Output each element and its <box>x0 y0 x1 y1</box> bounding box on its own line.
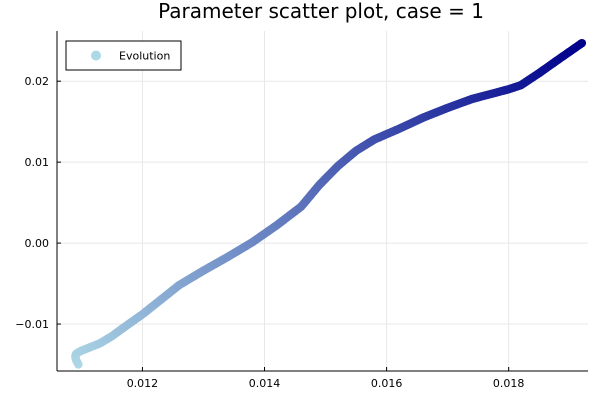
x-tick-label: 0.012 <box>127 377 159 390</box>
legend-label: Evolution <box>119 50 170 63</box>
data-point <box>577 38 587 48</box>
axes <box>56 31 588 372</box>
y-tick-label: −0.01 <box>15 318 49 331</box>
legend-box <box>65 40 182 71</box>
chart-title: Parameter scatter plot, case = 1 <box>158 0 484 23</box>
tick-labels: 0.012 0.014 0.016 0.018 −0.01 0.00 0.01 0.02 <box>15 75 524 390</box>
y-tick-label: 0.00 <box>25 237 50 250</box>
x-tick-label: 0.016 <box>371 377 403 390</box>
x-tick-label: 0.018 <box>493 377 525 390</box>
x-tick-label: 0.014 <box>249 377 281 390</box>
legend-marker <box>91 50 101 61</box>
legend: Evolution <box>65 40 182 71</box>
data-points <box>71 38 587 369</box>
y-tick-label: 0.02 <box>25 75 50 88</box>
y-tick-label: 0.01 <box>25 156 50 169</box>
